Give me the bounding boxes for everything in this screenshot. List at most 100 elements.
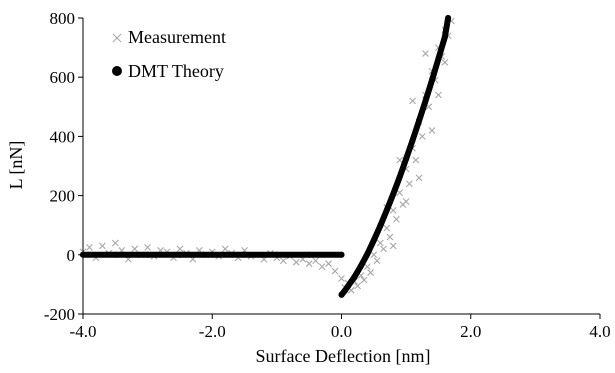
measurement-point xyxy=(405,180,413,188)
dmt-theory-point xyxy=(435,55,442,62)
measurement-point-stroke-b xyxy=(325,260,332,268)
dmt-theory-point xyxy=(396,173,403,180)
measurement-point-stroke-b xyxy=(338,275,345,282)
measurement-point xyxy=(279,257,287,265)
y-tick-label: 400 xyxy=(50,127,76,146)
x-tick-label: 4.0 xyxy=(589,322,610,341)
measurement-point xyxy=(312,257,320,265)
measurement-point xyxy=(389,207,397,214)
dmt-theory-point xyxy=(422,97,429,104)
dmt-theory-point xyxy=(370,237,377,244)
measurement-point-stroke-b xyxy=(98,242,106,250)
measurement-point-stroke-b xyxy=(386,233,394,241)
measurement-point xyxy=(389,242,397,250)
measurement-point-stroke-b xyxy=(376,239,384,247)
measurement-point xyxy=(367,269,374,276)
measurement-point-stroke-b xyxy=(360,276,368,284)
measurement-point xyxy=(176,245,184,253)
measurement-point-stroke-b xyxy=(111,239,119,247)
measurement-point xyxy=(393,215,400,223)
measurement-point xyxy=(292,258,300,266)
dmt-theory-point xyxy=(112,251,119,258)
measurement-point xyxy=(111,239,119,247)
measurement-point-stroke-b xyxy=(305,260,313,268)
dmt-theory-point xyxy=(390,191,397,198)
dmt-theory-point xyxy=(445,15,452,21)
y-tick-label: 800 xyxy=(50,9,76,28)
dmt-theory-point xyxy=(341,287,348,294)
dmt-theory-point xyxy=(357,263,364,270)
y-tick-label: -200 xyxy=(44,305,75,324)
measurement-point xyxy=(360,276,368,284)
measurement-point xyxy=(221,245,229,253)
plot-area xyxy=(79,15,455,298)
x-axis-title: Surface Deflection [nm] xyxy=(256,346,431,366)
dmt-theory-point xyxy=(273,251,280,258)
legend-measurement-label: Measurement xyxy=(128,27,226,47)
measurement-point xyxy=(373,257,381,265)
dmt-theory-point xyxy=(403,155,410,162)
measurement-point-stroke-b xyxy=(393,215,400,223)
measurement-point-stroke-b xyxy=(402,198,410,205)
measurement-point xyxy=(396,156,404,164)
y-axis-title: L [nN] xyxy=(6,141,26,190)
measurement-point xyxy=(418,133,426,140)
measurement-point-stroke-b xyxy=(279,257,287,265)
measurement-point-stroke-b xyxy=(318,263,326,271)
measurement-point-stroke-b xyxy=(373,257,381,265)
measurement-point-stroke-b xyxy=(389,207,397,214)
measurement-point-stroke-b xyxy=(367,269,374,276)
x-tick-label: 0.0 xyxy=(331,322,352,341)
legend-measurement-x xyxy=(112,33,122,43)
dmt-theory-point xyxy=(364,250,371,257)
measurement-point-stroke-b xyxy=(396,156,404,164)
measurement-point xyxy=(435,91,442,99)
measurement-point-stroke-b xyxy=(357,272,365,279)
legend-measurement-marker xyxy=(112,33,122,43)
measurement-point xyxy=(412,156,420,164)
measurement-point-stroke-b xyxy=(347,286,355,294)
measurement-point xyxy=(386,233,394,241)
dmt-theory-point xyxy=(416,117,423,124)
x-tick-label: -4.0 xyxy=(70,322,97,341)
measurement-point-stroke-b xyxy=(131,245,139,253)
dmt-theory-point xyxy=(409,137,416,144)
measurement-point xyxy=(383,224,391,232)
measurement-point xyxy=(331,267,339,275)
measurement-point-stroke-b xyxy=(383,224,391,232)
measurement-point xyxy=(318,263,326,271)
dmt-theory-point xyxy=(344,283,351,290)
measurement-point xyxy=(409,97,416,105)
dmt-theory-point xyxy=(428,77,435,84)
dmt-theory-point xyxy=(351,274,358,280)
dmt-theory-point xyxy=(241,251,248,258)
legend-theory-marker xyxy=(112,66,122,76)
y-tick-label: 0 xyxy=(67,246,76,265)
measurement-point-stroke-b xyxy=(412,156,420,164)
legend-item-measurement: Measurement xyxy=(112,27,226,47)
measurement-point-stroke-b xyxy=(363,263,371,271)
dmt-theory-point xyxy=(144,251,151,258)
measurement-point-stroke-b xyxy=(405,180,413,188)
axes xyxy=(78,17,601,319)
measurement-point-stroke-b xyxy=(331,267,339,275)
measurement-point-stroke-b xyxy=(221,245,229,253)
measurement-point xyxy=(98,242,106,250)
measurement-point-stroke-b xyxy=(422,50,429,57)
measurement-point xyxy=(402,198,410,205)
dmt-theory-point xyxy=(338,251,345,258)
measurement-point xyxy=(376,239,384,247)
measurement-point-stroke-b xyxy=(292,258,300,266)
legend-measurement-x-stroke-b xyxy=(112,33,122,43)
dmt-theory-point xyxy=(209,251,216,258)
measurement-point xyxy=(441,59,449,66)
measurement-point xyxy=(380,245,387,253)
measurement-point-stroke-b xyxy=(425,103,433,111)
measurement-point-stroke-b xyxy=(86,244,93,251)
dmt-theory-curve xyxy=(338,15,452,298)
measurement-point-stroke-b xyxy=(441,59,449,66)
measurement-point xyxy=(131,245,139,253)
dmt-theory-point xyxy=(377,222,384,229)
measurement-point-stroke-b xyxy=(354,282,362,290)
